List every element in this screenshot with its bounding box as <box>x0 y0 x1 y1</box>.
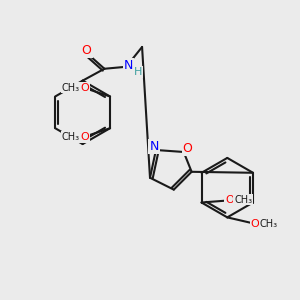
Text: CH₃: CH₃ <box>61 82 80 93</box>
Text: N: N <box>149 140 159 152</box>
Text: O: O <box>225 194 234 205</box>
Text: CH₃: CH₃ <box>260 219 278 229</box>
Text: O: O <box>183 142 193 154</box>
Text: CH₃: CH₃ <box>234 194 252 205</box>
Text: O: O <box>82 44 92 57</box>
Text: O: O <box>80 132 89 142</box>
Text: H: H <box>134 67 142 77</box>
Text: O: O <box>80 82 89 93</box>
Text: O: O <box>250 219 260 229</box>
Text: CH₃: CH₃ <box>61 132 80 142</box>
Text: N: N <box>124 59 133 72</box>
